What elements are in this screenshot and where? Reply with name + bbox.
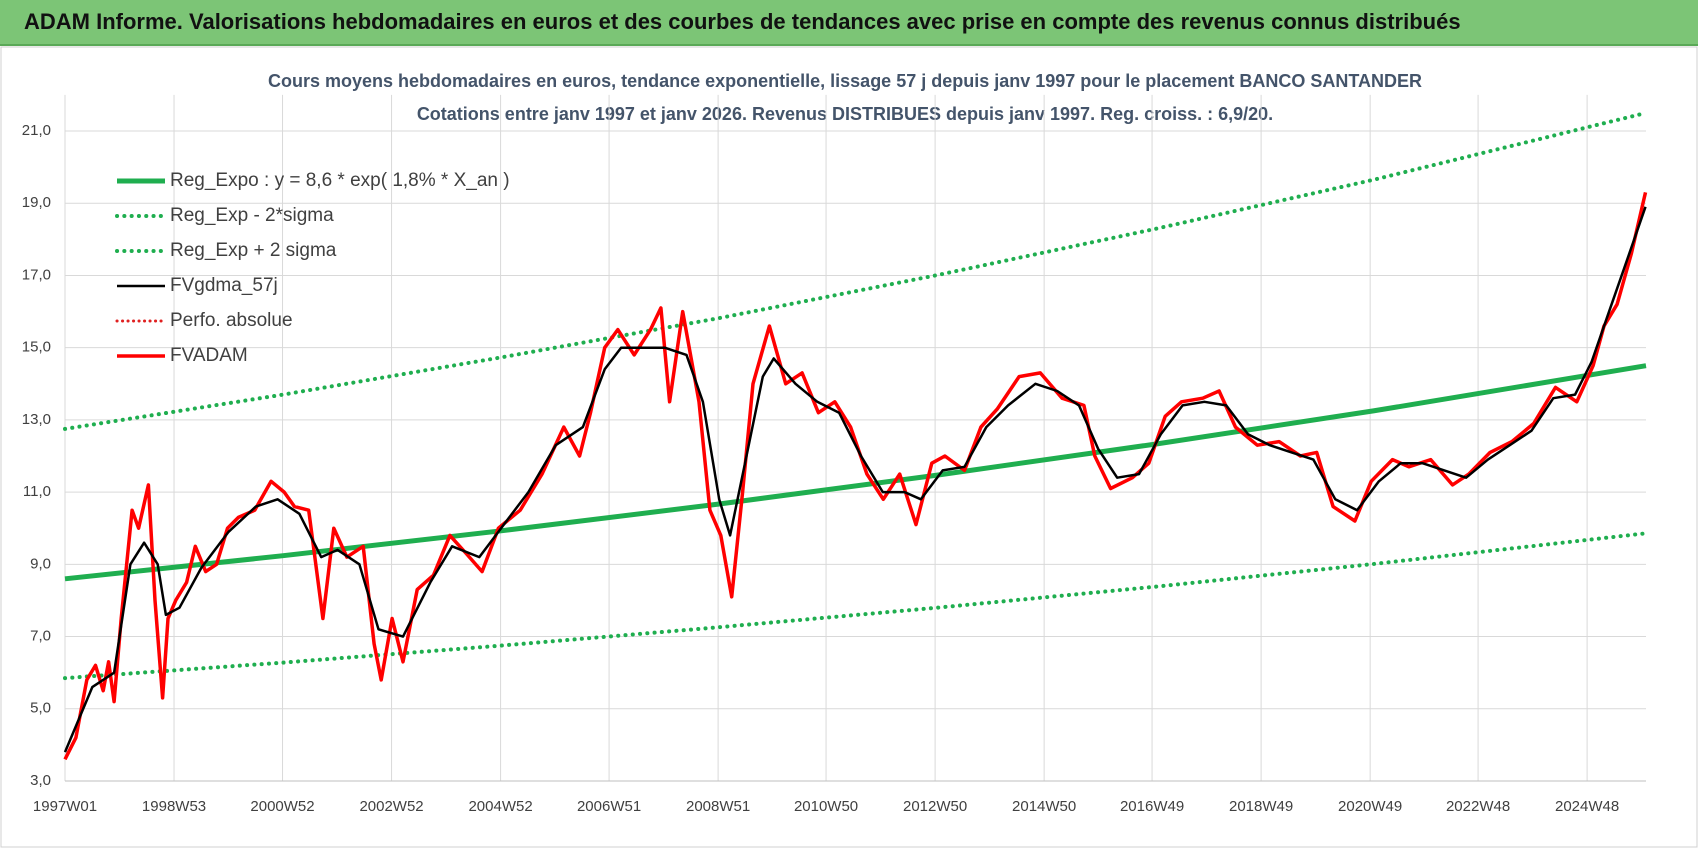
series-line — [63, 110, 1648, 431]
x-tick-label: 2008W51 — [686, 798, 750, 815]
x-tick-label: 1997W01 — [33, 798, 97, 815]
x-tick-label: 2014W50 — [1012, 798, 1076, 815]
chart-frame — [0, 46, 1698, 848]
x-tick-label: 1998W53 — [142, 798, 206, 815]
x-tick-label: 2000W52 — [250, 798, 314, 815]
x-tick-label: 2004W52 — [468, 798, 532, 815]
header-title: ADAM Informe. Valorisations hebdomadaire… — [24, 9, 1461, 34]
x-tick-label: 2018W49 — [1229, 798, 1293, 815]
legend-label: FVgdma_57j — [170, 275, 278, 296]
y-tick-label: 17,0 — [22, 266, 51, 283]
x-tick-label: 2010W50 — [794, 798, 858, 815]
legend-label: Perfo. absolue — [170, 310, 293, 331]
x-tick-label: 2016W49 — [1120, 798, 1184, 815]
legend-label: Reg_Exp + 2 sigma — [170, 240, 337, 261]
series-line — [63, 531, 1648, 681]
header-bar: ADAM Informe. Valorisations hebdomadaire… — [0, 0, 1698, 46]
y-tick-label: 9,0 — [30, 555, 51, 572]
legend-label: FVADAM — [170, 345, 248, 366]
series-line — [63, 192, 1648, 761]
y-tick-label: 15,0 — [22, 339, 51, 356]
x-tick-label: 2006W51 — [577, 798, 641, 815]
legend-label: Reg_Expo : y = 8,6 * exp( 1,8% * X_an ) — [170, 170, 510, 191]
y-tick-label: 13,0 — [22, 411, 51, 428]
y-tick-label: 7,0 — [30, 628, 51, 645]
x-tick-label: 2022W48 — [1446, 798, 1510, 815]
y-tick-label: 21,0 — [22, 122, 51, 139]
y-tick-label: 11,0 — [23, 483, 51, 500]
chart-subtitle: Cotations entre janv 1997 et janv 2026. … — [417, 104, 1273, 124]
chart: Cours moyens hebdomadaires en euros, ten… — [0, 46, 1698, 848]
series-line — [63, 206, 1647, 753]
x-tick-label: 2024W48 — [1555, 798, 1619, 815]
chart-title: Cours moyens hebdomadaires en euros, ten… — [268, 71, 1422, 91]
legend-label: Reg_Exp - 2*sigma — [170, 205, 334, 226]
x-tick-label: 2002W52 — [359, 798, 423, 815]
x-tick-label: 2012W50 — [903, 798, 967, 815]
y-tick-label: 3,0 — [30, 772, 51, 789]
x-tick-label: 2020W49 — [1338, 798, 1402, 815]
y-tick-label: 19,0 — [22, 194, 51, 211]
y-tick-label: 5,0 — [30, 700, 51, 717]
